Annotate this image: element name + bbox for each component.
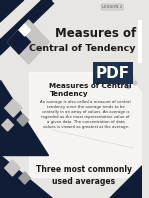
Circle shape [127, 85, 130, 89]
Polygon shape [5, 160, 20, 176]
Polygon shape [5, 99, 22, 117]
Polygon shape [19, 24, 30, 36]
Text: Central of Tendency: Central of Tendency [30, 44, 136, 52]
Circle shape [122, 80, 125, 84]
Circle shape [129, 76, 133, 80]
Polygon shape [8, 30, 30, 54]
Polygon shape [109, 165, 142, 198]
Polygon shape [0, 80, 48, 155]
Text: PDF: PDF [96, 66, 130, 81]
Circle shape [133, 81, 137, 85]
Text: An average is also called a measure of central
tendency since the average tends : An average is also called a measure of c… [40, 100, 131, 129]
Polygon shape [0, 0, 24, 22]
Polygon shape [17, 114, 28, 126]
Text: Measures of: Measures of [55, 27, 136, 39]
Bar [138, 20, 141, 62]
Polygon shape [2, 119, 13, 131]
Polygon shape [0, 0, 57, 55]
Polygon shape [19, 172, 30, 184]
Bar [28, 72, 142, 177]
Polygon shape [0, 155, 52, 198]
Text: Measures of Central
Tendency: Measures of Central Tendency [49, 83, 132, 96]
Polygon shape [52, 0, 142, 90]
Text: Three most commonly
used averages: Three most commonly used averages [36, 165, 132, 186]
Polygon shape [0, 0, 40, 38]
Polygon shape [8, 20, 49, 64]
Text: LESSON 2: LESSON 2 [102, 5, 122, 9]
FancyBboxPatch shape [93, 62, 133, 84]
